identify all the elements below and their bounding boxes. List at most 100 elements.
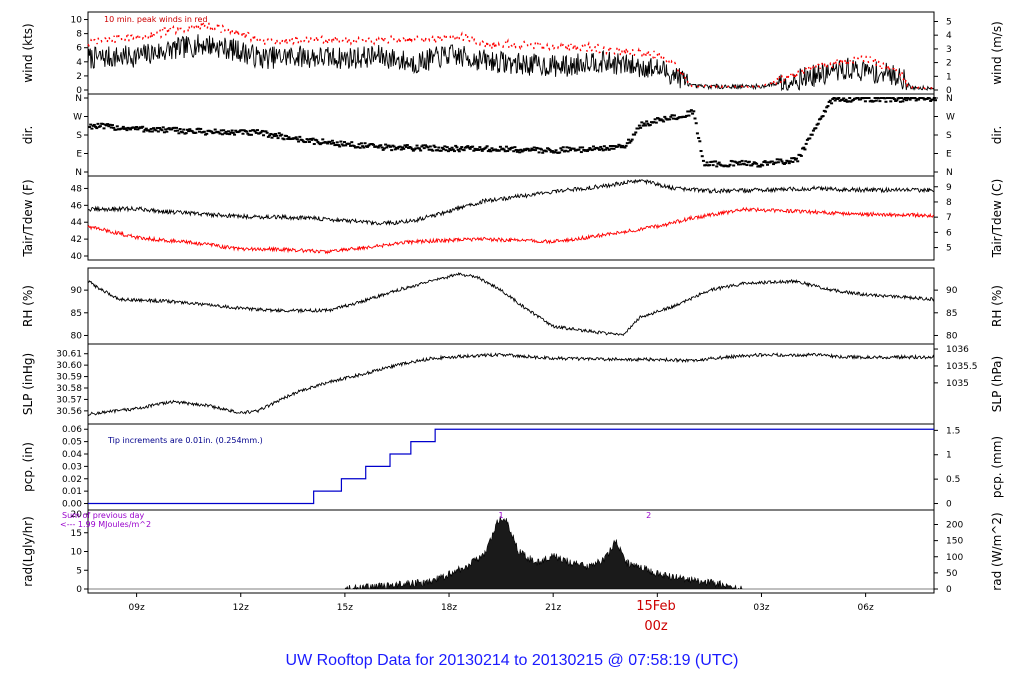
- series-tair: [87, 178, 934, 226]
- direction-dot: [347, 142, 351, 145]
- direction-dot: [561, 146, 565, 149]
- direction-dot: [803, 148, 807, 151]
- right-tick-label: 85: [946, 309, 957, 319]
- direction-dot: [577, 148, 581, 151]
- panel-annotation: Sum of previous day: [62, 511, 144, 520]
- direction-dot: [310, 138, 314, 141]
- direction-dot: [844, 98, 848, 101]
- direction-dot: [230, 129, 234, 132]
- right-tick-label: 7: [946, 213, 952, 223]
- direction-dot: [867, 97, 871, 99]
- direction-dot: [612, 147, 616, 150]
- direction-dot: [255, 129, 259, 132]
- left-tick-label: 40: [71, 252, 83, 262]
- direction-dot: [843, 100, 847, 103]
- y-axis-label-right: wind (m/s): [990, 21, 1004, 85]
- direction-dot: [878, 100, 882, 103]
- direction-dot: [480, 149, 484, 152]
- direction-dot: [349, 144, 353, 147]
- direction-dot: [588, 147, 592, 150]
- left-tick-label: 30.61: [56, 350, 82, 360]
- direction-dot: [294, 136, 298, 139]
- direction-dot: [260, 129, 264, 132]
- direction-dot: [356, 146, 360, 149]
- direction-dot: [175, 126, 179, 129]
- direction-dot: [284, 135, 288, 138]
- direction-dot: [591, 145, 595, 148]
- direction-dot: [529, 149, 533, 152]
- direction-dot: [120, 127, 124, 130]
- direction-dot: [776, 161, 780, 164]
- y-axis-label-left: dir.: [21, 126, 35, 145]
- left-tick-label: 0.03: [62, 462, 82, 472]
- left-tick-label: 90: [71, 286, 83, 296]
- right-tick-label: 150: [946, 537, 963, 547]
- direction-dot: [630, 138, 634, 141]
- direction-dot: [457, 150, 461, 153]
- right-tick-label: 80: [946, 331, 958, 341]
- direction-dot: [358, 146, 362, 149]
- direction-dot: [92, 123, 96, 126]
- direction-dot: [856, 97, 860, 99]
- direction-dot: [648, 123, 652, 126]
- direction-dot: [182, 128, 186, 131]
- direction-dot: [541, 151, 545, 154]
- series-10-min-peak-wind: [87, 21, 935, 90]
- direction-dot: [738, 160, 742, 163]
- direction-dot: [737, 163, 741, 166]
- direction-dot: [431, 149, 435, 152]
- direction-dot: [98, 125, 102, 128]
- direction-dot: [415, 144, 419, 147]
- direction-dot: [228, 133, 232, 136]
- x-tick-label: 06z: [858, 603, 874, 613]
- direction-dot: [787, 162, 791, 165]
- direction-dot: [132, 126, 136, 129]
- direction-dot: [623, 146, 627, 149]
- direction-dot: [688, 110, 692, 113]
- direction-dot: [420, 145, 424, 148]
- direction-dot: [443, 145, 447, 148]
- direction-dot: [900, 97, 904, 99]
- direction-dot: [796, 160, 800, 163]
- direction-dot: [763, 160, 767, 163]
- direction-dot: [142, 130, 146, 133]
- direction-dot: [328, 140, 332, 143]
- direction-dot: [423, 144, 427, 147]
- direction-dot: [101, 122, 105, 125]
- direction-dot: [512, 150, 516, 153]
- direction-dot: [265, 131, 269, 134]
- direction-dot: [792, 157, 796, 160]
- direction-dot: [710, 160, 714, 163]
- direction-dot: [662, 120, 666, 123]
- direction-dot: [790, 157, 794, 160]
- right-tick-label: W: [946, 113, 955, 123]
- direction-dot: [533, 149, 537, 152]
- direction-dot: [903, 97, 907, 99]
- direction-dot: [137, 127, 141, 130]
- right-tick-label: S: [946, 131, 952, 141]
- radiation-marker: 2: [646, 511, 651, 520]
- direction-dot: [714, 160, 718, 163]
- direction-dot: [384, 143, 388, 146]
- direction-dot: [513, 146, 517, 149]
- direction-dot: [95, 127, 99, 130]
- direction-dot: [229, 131, 233, 134]
- direction-dot: [181, 131, 185, 134]
- direction-dot: [694, 122, 698, 125]
- right-tick-label: 6: [946, 228, 952, 238]
- direction-dot: [277, 132, 281, 135]
- direction-dot: [727, 165, 731, 168]
- panel-annotation: 10 min. peak winds in red: [104, 15, 208, 24]
- direction-dot: [764, 161, 768, 164]
- right-tick-label: 50: [946, 569, 958, 579]
- direction-dot: [357, 143, 361, 146]
- direction-dot: [184, 132, 188, 135]
- direction-dot: [252, 129, 256, 132]
- panel-temperature: 40 42 44 46 48 5 6 7 8 9 Tair/Tdew (F) Tair/Tdew (C…: [21, 175, 1004, 262]
- direction-dot: [704, 164, 708, 167]
- direction-dot: [150, 130, 154, 133]
- direction-dot: [90, 127, 94, 130]
- direction-dot: [508, 148, 512, 151]
- direction-dot: [795, 157, 799, 160]
- direction-dot: [129, 128, 133, 131]
